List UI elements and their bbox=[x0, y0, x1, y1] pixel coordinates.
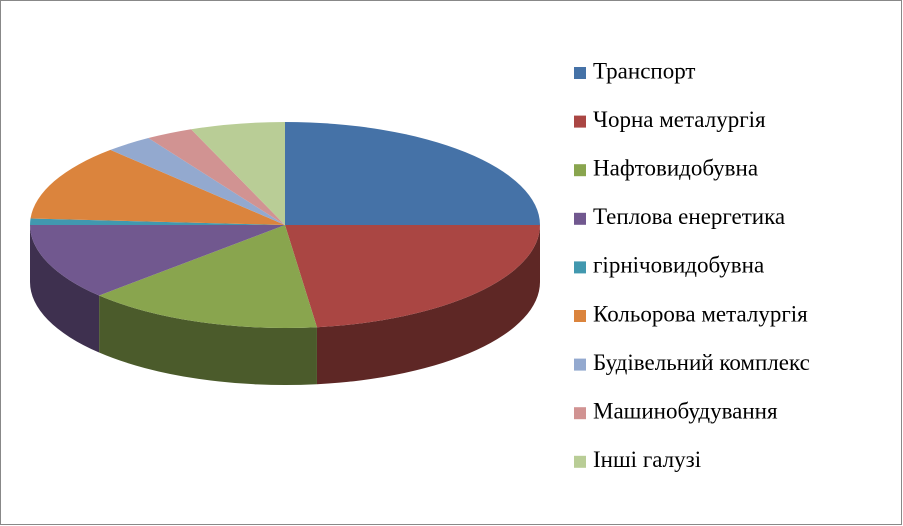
slice bbox=[99, 225, 317, 328]
legend-label: Нафтовидобувна bbox=[593, 155, 758, 180]
slice bbox=[285, 225, 540, 328]
slice bbox=[191, 122, 285, 225]
slice bbox=[148, 129, 285, 225]
legend-label: Інші галузі bbox=[593, 447, 701, 472]
legend-swatch bbox=[574, 455, 586, 468]
legend-swatch bbox=[574, 212, 586, 225]
legend-swatch bbox=[574, 310, 586, 322]
legend-label: Кольорова металургія bbox=[593, 301, 808, 326]
slice bbox=[285, 122, 540, 225]
legend-label: гірнічовидобувна bbox=[593, 253, 764, 278]
slice-side bbox=[30, 225, 100, 353]
legend-swatch bbox=[574, 407, 586, 420]
legend-label: Машинобудування bbox=[593, 398, 778, 423]
legend-swatch bbox=[574, 261, 586, 274]
slice-side bbox=[316, 225, 540, 385]
legend-label: Теплова енергетика bbox=[593, 204, 785, 229]
legend-label: Будівельний комплекс bbox=[593, 350, 810, 375]
legend-label: Транспорт bbox=[593, 58, 695, 83]
legend-swatch bbox=[574, 358, 586, 371]
slice bbox=[30, 225, 285, 296]
legend-swatch bbox=[574, 67, 586, 79]
legend-swatch bbox=[574, 164, 586, 177]
legend-swatch bbox=[574, 115, 586, 128]
slice-side bbox=[99, 295, 317, 385]
slice bbox=[110, 138, 285, 225]
slice bbox=[30, 149, 285, 225]
legend-label: Чорна металургія bbox=[593, 107, 766, 132]
slice bbox=[30, 218, 285, 225]
